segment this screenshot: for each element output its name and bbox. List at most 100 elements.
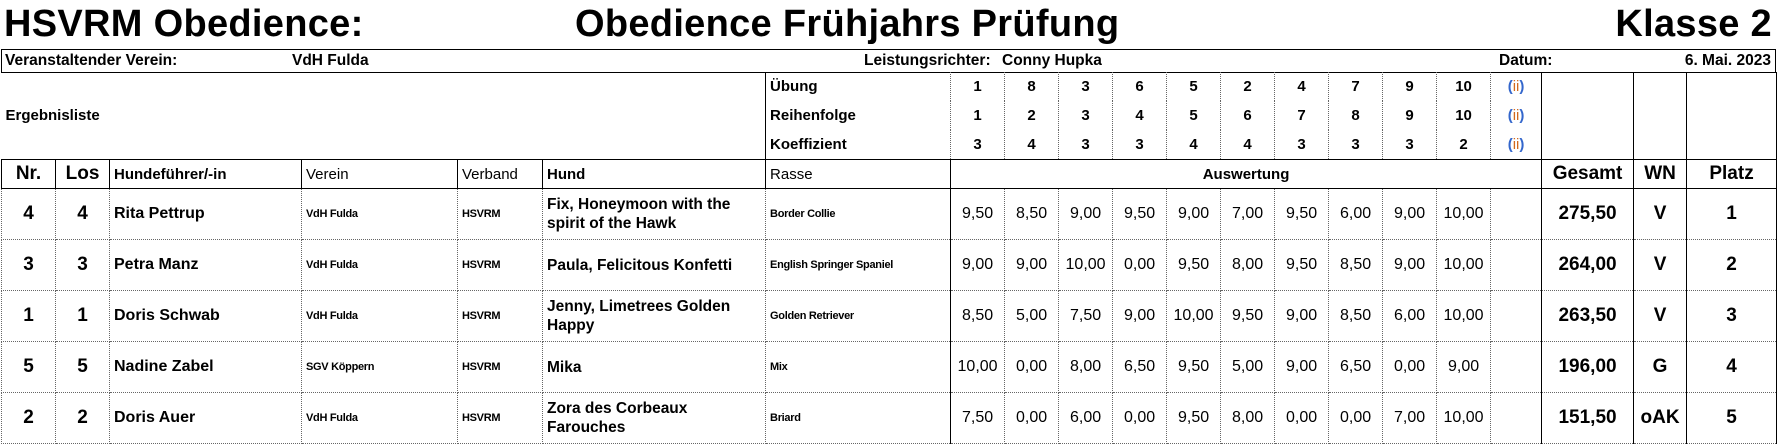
row-score: 0,00 [1112,392,1168,444]
row-verein: VdH Fulda [301,290,458,342]
row-verband: HSVRM [457,341,543,393]
row-handler: Doris Auer [109,392,302,444]
exercise-koeffizient-value: 3 [1382,130,1437,160]
row-score: 7,50 [1058,290,1114,342]
club-label: Veranstaltender Verein: [5,52,178,69]
small-bracket-glyph-icon: (ii) [1490,130,1542,160]
row-verband: HSVRM [457,239,543,291]
info-bar: Veranstaltender Verein: VdH Fulda Leistu… [1,49,1776,73]
row-score: 9,00 [950,239,1006,291]
exercise-reihenfolge-value: 8 [1328,101,1383,130]
row-gesamt: 275,50 [1541,188,1635,240]
row-score: 0,00 [1112,239,1168,291]
row-score: 0,00 [1328,392,1384,444]
row-score: 10,00 [1436,392,1492,444]
row-verein: SGV Köppern [301,341,458,393]
row-los: 5 [55,341,110,393]
row-handler: Nadine Zabel [109,341,302,393]
row-score: 9,50 [1166,341,1222,393]
row-score: 8,00 [1058,341,1114,393]
exercise-uebung-value: 9 [1382,72,1437,101]
row-wn: G [1633,341,1688,393]
exercise-uebung-value: 1 [950,72,1005,101]
date-label: Datum: [1499,52,1553,69]
list-title: Ergebnisliste [1,72,767,160]
row-score: 0,00 [1004,392,1060,444]
exercise-uebung-value: 10 [1436,72,1491,101]
exercise-reihenfolge-value: 4 [1112,101,1167,130]
row-score: 0,00 [1004,341,1060,393]
exercise-koeffizient-value: 3 [1058,130,1113,160]
wn-header-blank [1633,72,1688,160]
row-wn: V [1633,188,1688,240]
exercise-reihenfolge-value: 7 [1274,101,1329,130]
exercise-reihenfolge-value: 6 [1220,101,1275,130]
exercise-label-reihenfolge: Reihenfolge [770,107,856,124]
row-score: 8,50 [950,290,1006,342]
exercise-row-reihenfolge: Reihenfolge 1 2 3 4 5 6 7 8 9 10 (ii) [2,101,1777,130]
row-platz: 3 [1686,290,1778,342]
row-score: 9,00 [1274,341,1330,393]
row-score: 9,50 [1274,239,1330,291]
row-gesamt: 263,50 [1541,290,1635,342]
row-score: 8,00 [1220,239,1276,291]
exercise-row-koeffizient: Koeffizient 3 4 3 3 4 4 3 3 3 2 (ii) [2,130,1777,160]
col-gesamt: Gesamt [1541,159,1635,189]
exercise-koeffizient-value: 3 [1274,130,1329,160]
exercise-label-koeffizient: Koeffizient [770,136,847,153]
col-nr: Nr. [1,159,56,189]
row-score: 9,00 [1004,239,1060,291]
row-score: 0,00 [1382,341,1438,393]
row-hund: Paula, Felicitous Konfetti [541,239,767,291]
row-score: 10,00 [1436,239,1492,291]
exercise-reihenfolge-value: 10 [1436,101,1491,130]
row-rasse: Mix [765,341,952,393]
row-handler: Petra Manz [109,239,302,291]
row-score: 10,00 [950,341,1006,393]
row-score-blank [1490,290,1543,342]
row-hund: Mika [541,341,767,393]
row-rasse: English Springer Spaniel [765,239,952,291]
row-score: 5,00 [1220,341,1276,393]
row-hund: Fix, Honeymoon with the spirit of the Ha… [541,188,767,240]
row-wn: oAK [1633,392,1688,444]
row-score: 7,00 [1382,392,1438,444]
row-score: 9,50 [1220,290,1276,342]
row-platz: 2 [1686,239,1778,291]
row-score: 10,00 [1436,188,1492,240]
col-verband: Verband [457,159,543,189]
row-score: 6,00 [1328,188,1384,240]
exercise-uebung-value: 5 [1166,72,1221,101]
row-score: 9,00 [1436,341,1492,393]
exercise-reihenfolge-value: 1 [950,101,1005,130]
class-title: Klasse 2 [1615,3,1772,45]
row-score: 7,50 [950,392,1006,444]
row-score: 10,00 [1436,290,1492,342]
exercise-uebung-value: 2 [1220,72,1275,101]
judge-value: Conny Hupka [1002,52,1102,69]
row-platz: 1 [1686,188,1778,240]
row-score: 8,50 [1328,290,1384,342]
row-nr: 4 [1,188,56,240]
row-rasse: Border Collie [765,188,952,240]
row-verband: HSVRM [457,188,543,240]
col-verein: Verein [301,159,458,189]
row-score: 9,00 [1112,290,1168,342]
exercise-uebung-value: 6 [1112,72,1167,101]
row-score: 9,50 [950,188,1006,240]
row-score: 9,00 [1166,188,1222,240]
row-score-blank [1490,188,1543,240]
col-platz: Platz [1686,159,1778,189]
row-score-blank [1490,341,1543,393]
gesamt-header-blank [1541,72,1635,160]
row-wn: V [1633,290,1688,342]
row-verein: VdH Fulda [301,188,458,240]
column-header-row: Nr. Los Hundeführer/-in Verein Verband H… [1,159,1778,189]
table-row: 2 2 Doris Auer VdH Fulda HSVRM Zora des Corbe… [1,392,1778,444]
platz-header-blank [1686,72,1778,160]
row-verband: HSVRM [457,290,543,342]
table-row: 4 4 Rita Pettrup VdH Fulda HSVRM Fix, Honeymo… [1,188,1778,240]
exercise-koeffizient-value: 3 [1328,130,1383,160]
exercise-koeffizient-value: 2 [1436,130,1491,160]
table-row: 5 5 Nadine Zabel SGV Köppern HSVRM Mika Mix 10,… [1,341,1778,393]
